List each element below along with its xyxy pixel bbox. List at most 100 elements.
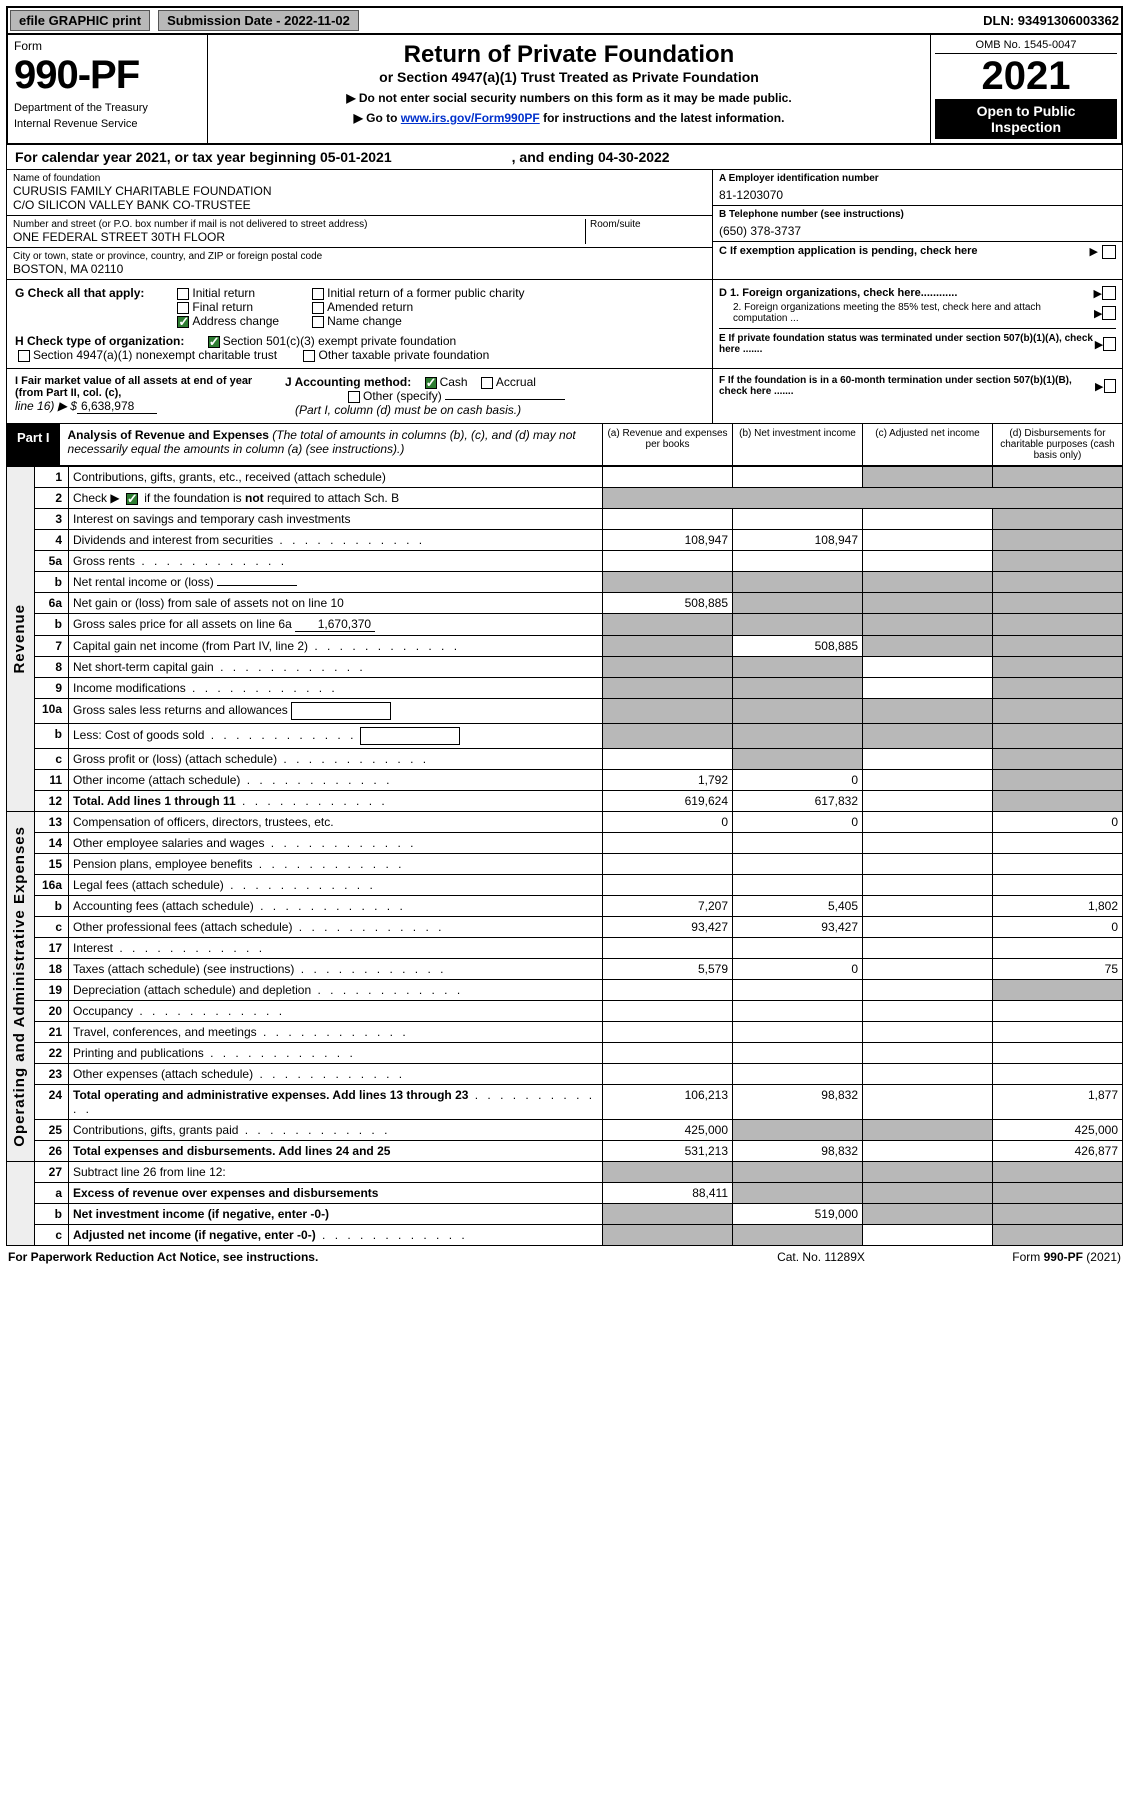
line-number: 22 — [35, 1043, 69, 1064]
shaded-cell — [603, 724, 733, 749]
table-row: 11Other income (attach schedule)1,7920 — [7, 770, 1123, 791]
amount-cell — [993, 1064, 1123, 1085]
amount-cell — [603, 749, 733, 770]
efile-print-button[interactable]: efile GRAPHIC print — [10, 10, 150, 31]
shaded-cell — [603, 572, 733, 593]
name-label: Name of foundation — [13, 173, 706, 184]
shaded-cell — [993, 791, 1123, 812]
shaded-cell — [993, 699, 1123, 724]
amount-cell — [863, 980, 993, 1001]
shaded-cell — [733, 593, 863, 614]
amount-cell — [733, 1043, 863, 1064]
shaded-cell — [863, 1204, 993, 1225]
form-header: Form 990-PF Department of the Treasury I… — [6, 35, 1123, 145]
amount-cell — [863, 1064, 993, 1085]
amount-cell — [993, 875, 1123, 896]
amount-cell — [733, 854, 863, 875]
amount-cell — [863, 812, 993, 833]
amount-cell — [603, 551, 733, 572]
schb-checkbox[interactable] — [126, 493, 138, 505]
shaded-cell — [993, 980, 1123, 1001]
amount-cell — [863, 749, 993, 770]
table-row: 23Other expenses (attach schedule) — [7, 1064, 1123, 1085]
line-c: C If exemption application is pending, c… — [713, 242, 1122, 260]
shaded-cell — [733, 572, 863, 593]
table-row: 9Income modifications — [7, 678, 1123, 699]
cash-cb[interactable] — [425, 377, 437, 389]
d2-checkbox[interactable] — [1102, 306, 1116, 320]
shaded-cell — [993, 614, 1123, 636]
line-number: 21 — [35, 1022, 69, 1043]
amended-return-cb[interactable] — [312, 302, 324, 314]
line-description: Income modifications — [69, 678, 603, 699]
line-description: Other professional fees (attach schedule… — [69, 917, 603, 938]
address-change-cb[interactable] — [177, 316, 189, 328]
501c3-cb[interactable] — [208, 336, 220, 348]
form-subtitle: or Section 4947(a)(1) Trust Treated as P… — [214, 69, 924, 85]
line-description: Printing and publications — [69, 1043, 603, 1064]
amount-cell: 106,213 — [603, 1085, 733, 1120]
initial-return-cb[interactable] — [177, 288, 189, 300]
table-row: 26Total expenses and disbursements. Add … — [7, 1141, 1123, 1162]
table-row: 24Total operating and administrative exp… — [7, 1085, 1123, 1120]
4947-cb[interactable] — [18, 350, 30, 362]
col-b-header: (b) Net investment income — [732, 424, 862, 465]
amount-cell: 5,405 — [733, 896, 863, 917]
form990pf-link[interactable]: www.irs.gov/Form990PF — [401, 111, 540, 125]
accrual-cb[interactable] — [481, 377, 493, 389]
line-number: 26 — [35, 1141, 69, 1162]
amount-cell: 426,877 — [993, 1141, 1123, 1162]
line-description: Dividends and interest from securities — [69, 530, 603, 551]
other-taxable-cb[interactable] — [303, 350, 315, 362]
g-h-block: G Check all that apply: Initial return F… — [6, 280, 1123, 369]
table-row: 22Printing and publications — [7, 1043, 1123, 1064]
amount-cell — [993, 1022, 1123, 1043]
amount-cell — [733, 938, 863, 959]
ein-label: A Employer identification number — [719, 173, 1116, 184]
fmv-value: 6,638,978 — [77, 399, 157, 414]
line-number: 9 — [35, 678, 69, 699]
line-number: 23 — [35, 1064, 69, 1085]
table-row: 12Total. Add lines 1 through 11619,62461… — [7, 791, 1123, 812]
dln: DLN: 93491306003362 — [983, 13, 1119, 28]
shaded-cell — [863, 699, 993, 724]
line-description: Occupancy — [69, 1001, 603, 1022]
initial-former-cb[interactable] — [312, 288, 324, 300]
f-checkbox[interactable] — [1104, 379, 1117, 393]
table-row: 4Dividends and interest from securities1… — [7, 530, 1123, 551]
other-method-cb[interactable] — [348, 391, 360, 403]
inline-amount — [217, 585, 297, 586]
final-return-cb[interactable] — [177, 302, 189, 314]
page-footer: For Paperwork Reduction Act Notice, see … — [6, 1246, 1123, 1268]
c-checkbox[interactable] — [1102, 245, 1116, 259]
part1-title: Analysis of Revenue and Expenses — [68, 428, 269, 442]
amount-cell: 531,213 — [603, 1141, 733, 1162]
name-change-cb[interactable] — [312, 316, 324, 328]
form-number: 990-PF — [14, 53, 201, 98]
amount-cell — [733, 833, 863, 854]
amount-cell: 1,877 — [993, 1085, 1123, 1120]
amount-cell — [863, 1001, 993, 1022]
line-d1: D 1. Foreign organizations, check here..… — [719, 286, 1116, 300]
line-description: Interest on savings and temporary cash i… — [69, 509, 603, 530]
e-checkbox[interactable] — [1103, 337, 1116, 351]
table-row: 19Depreciation (attach schedule) and dep… — [7, 980, 1123, 1001]
line-number: c — [35, 917, 69, 938]
d1-checkbox[interactable] — [1102, 286, 1116, 300]
shaded-cell — [733, 724, 863, 749]
amount-cell — [863, 1085, 993, 1120]
amount-cell — [603, 833, 733, 854]
amount-cell — [993, 854, 1123, 875]
amount-cell — [863, 530, 993, 551]
line-description: Contributions, gifts, grants paid — [69, 1120, 603, 1141]
topbar: efile GRAPHIC print Submission Date - 20… — [6, 6, 1123, 35]
line-description: Gross profit or (loss) (attach schedule) — [69, 749, 603, 770]
line-number: 25 — [35, 1120, 69, 1141]
part1-header: Part I Analysis of Revenue and Expenses … — [6, 424, 1123, 466]
phone: (650) 378-3737 — [719, 224, 1116, 238]
table-row: cOther professional fees (attach schedul… — [7, 917, 1123, 938]
entity-block: Name of foundation CURUSIS FAMILY CHARIT… — [6, 170, 1123, 280]
line-number: 6a — [35, 593, 69, 614]
line-number: 20 — [35, 1001, 69, 1022]
line-number: 7 — [35, 636, 69, 657]
